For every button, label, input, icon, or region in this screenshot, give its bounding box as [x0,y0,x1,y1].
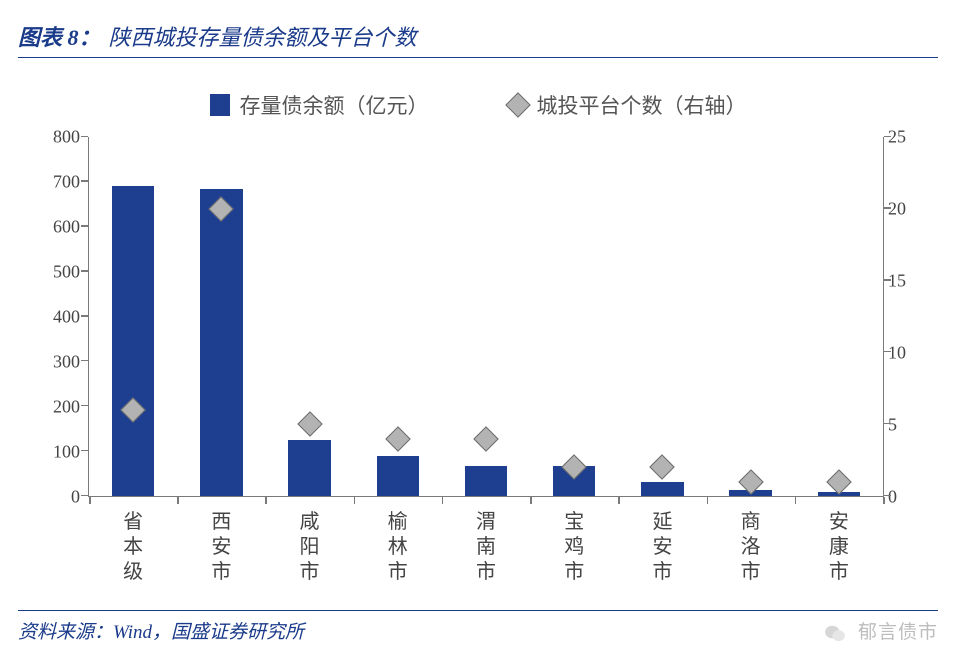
y-axis-right: 0510152025 [888,137,928,497]
right-tick-mark [884,136,891,138]
chart-title-text: 陕西城投存量债余额及平台个数 [109,20,417,52]
left-tick-mark [81,270,88,272]
left-tick-label: 600 [28,217,80,238]
x-tick-mark [442,497,444,504]
legend-bar-item: 存量债余额（亿元） [210,90,429,120]
x-label-2: 咸 阳 市 [300,510,320,585]
left-tick-label: 700 [28,172,80,193]
marker-6 [650,455,675,480]
legend-marker-item: 城投平台个数（右轴） [509,90,747,120]
right-tick-label: 20 [888,199,928,220]
left-tick-mark [81,136,88,138]
legend-bar-label: 存量债余额（亿元） [240,90,429,120]
left-tick-label: 100 [28,442,80,463]
bar-4 [465,466,507,497]
left-tick-label: 200 [28,397,80,418]
bar-3 [377,456,419,496]
legend: 存量债余额（亿元） 城投平台个数（右轴） [28,85,928,125]
wechat-icon [824,624,846,642]
x-tick-mark [795,497,797,504]
marker-2 [297,411,322,436]
diamond-swatch-icon [505,92,530,117]
marker-3 [385,426,410,451]
left-tick-mark [81,360,88,362]
left-tick-label: 800 [28,127,80,148]
bar-0 [112,186,154,496]
x-label-1: 西 安 市 [211,510,231,585]
chart-title-prefix: 图表 8： [18,20,101,52]
left-tick-label: 0 [28,487,80,508]
bar-swatch-icon [210,94,230,116]
source-text: 资料来源：Wind，国盛证券研究所 [18,617,304,644]
x-label-4: 渭 南 市 [476,510,496,585]
x-tick-mark [89,497,91,504]
source-row: 资料来源：Wind，国盛证券研究所 郁言债市 [18,610,938,644]
plot-region: 0100200300400500600700800 0510152025 省 本… [28,137,928,497]
right-tick-label: 5 [888,415,928,436]
right-tick-mark [884,279,891,281]
right-tick-label: 25 [888,127,928,148]
left-tick-mark [81,180,88,182]
x-label-7: 商 洛 市 [741,510,761,585]
bar-1 [200,189,242,496]
x-label-8: 安 康 市 [829,510,849,585]
right-tick-mark [884,207,891,209]
x-tick-mark [883,497,885,504]
x-label-5: 宝 鸡 市 [564,510,584,585]
x-label-6: 延 安 市 [652,510,672,585]
bar-2 [288,440,330,496]
chart-title-bar: 图表 8： 陕西城投存量债余额及平台个数 [18,20,938,58]
left-tick-mark [81,405,88,407]
x-tick-mark [177,497,179,504]
x-label-0: 省 本 级 [123,510,143,585]
left-tick-label: 300 [28,352,80,373]
x-tick-mark [354,497,356,504]
right-tick-mark [884,495,891,497]
right-tick-mark [884,351,891,353]
left-tick-label: 500 [28,262,80,283]
x-tick-mark [707,497,709,504]
legend-marker-label: 城投平台个数（右轴） [537,90,747,120]
bar-6 [641,482,683,496]
left-tick-mark [81,495,88,497]
watermark: 郁言债市 [824,617,938,644]
x-tick-mark [265,497,267,504]
plot-inner: 省 本 级西 安 市咸 阳 市榆 林 市渭 南 市宝 鸡 市延 安 市商 洛 市… [88,137,884,497]
right-tick-label: 15 [888,271,928,292]
right-tick-mark [884,423,891,425]
left-tick-label: 400 [28,307,80,328]
x-label-3: 榆 林 市 [388,510,408,585]
marker-4 [473,426,498,451]
watermark-text: 郁言债市 [858,622,938,643]
right-tick-label: 0 [888,487,928,508]
left-tick-mark [81,225,88,227]
chart-area: 存量债余额（亿元） 城投平台个数（右轴） 0100200300400500600… [28,85,928,565]
right-tick-label: 10 [888,343,928,364]
left-tick-mark [81,315,88,317]
y-axis-left: 0100200300400500600700800 [28,137,80,497]
x-tick-mark [618,497,620,504]
x-tick-mark [530,497,532,504]
left-tick-mark [81,450,88,452]
figure-container: 图表 8： 陕西城投存量债余额及平台个数 存量债余额（亿元） 城投平台个数（右轴… [0,0,956,662]
